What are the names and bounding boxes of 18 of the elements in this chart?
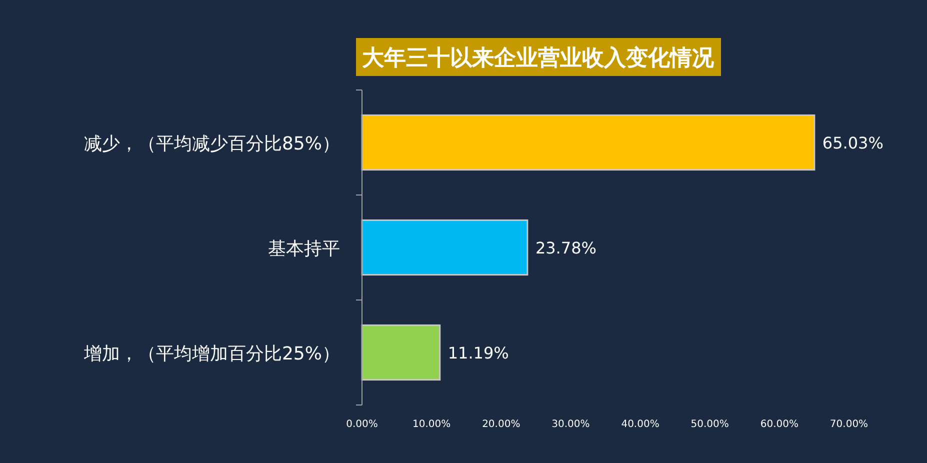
data-label: 23.78% [535,238,596,258]
x-tick-label: 70.00% [830,419,868,430]
y-tick-label: 基本持平 [268,238,340,260]
bar [361,324,441,381]
x-tick-label: 50.00% [690,419,729,430]
x-tick-label: 0.00% [346,419,378,430]
x-tick-label: 60.00% [760,419,798,430]
x-tick-label: 30.00% [552,419,590,430]
bar [361,219,528,276]
y-tick-label: 增加，（平均增加百分比25%） [82,344,340,364]
data-label: 11.19% [448,344,509,362]
y-tick-label: 减少，（平均减少百分比85%） [84,134,340,154]
chart-title: 大年三十以来企业营业收入变化情况 [362,45,715,71]
bar [361,114,816,171]
x-tick-label: 40.00% [621,419,660,430]
x-tick-label: 10.00% [412,419,451,430]
data-label: 65.03% [822,134,884,152]
x-tick-label: 20.00% [482,419,520,430]
